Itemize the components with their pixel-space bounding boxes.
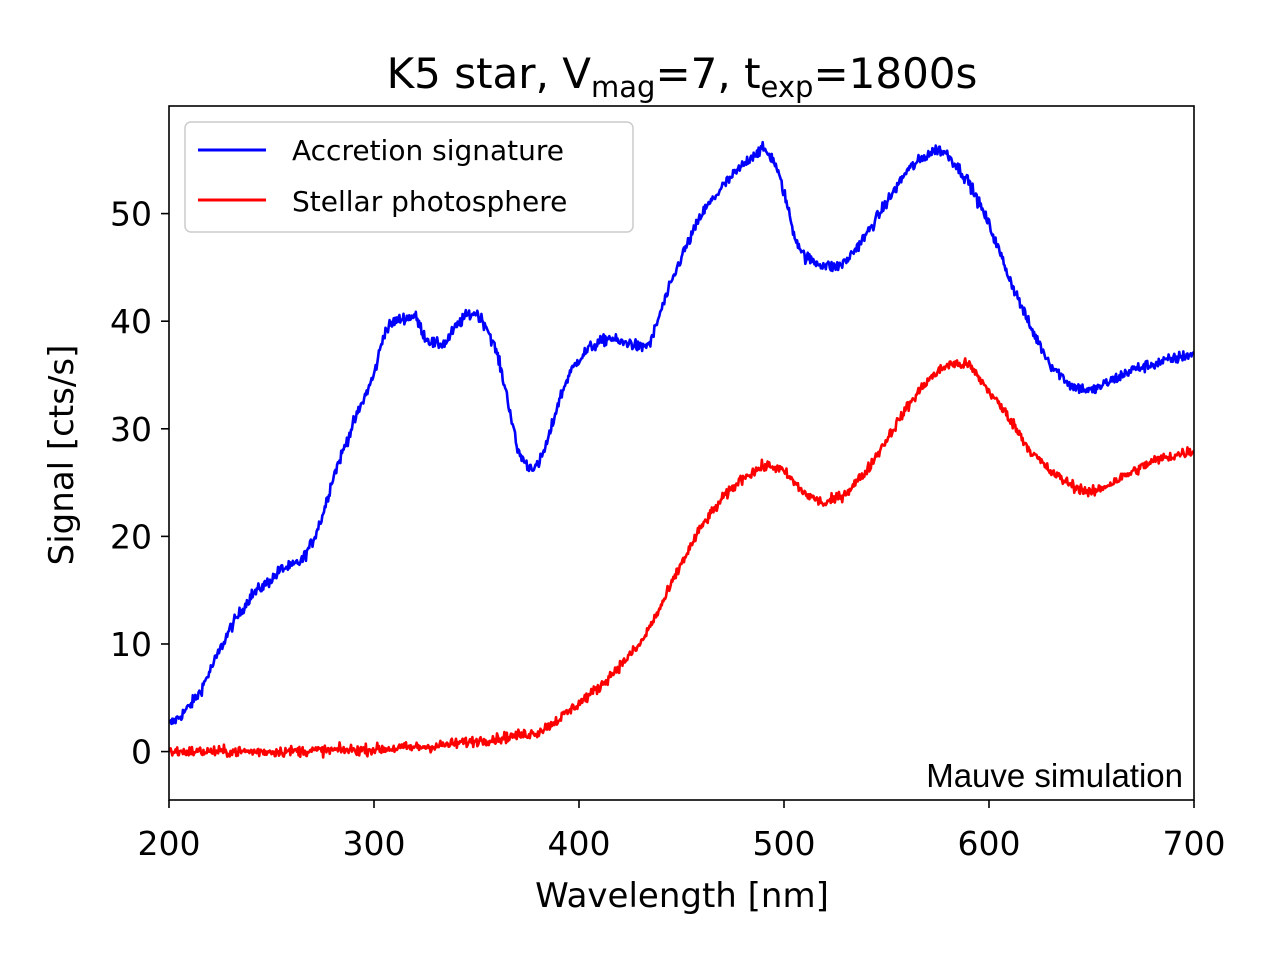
x-tick-label-700: 700 [1163,824,1226,863]
annotation-mauve-simulation: Mauve simulation [926,757,1183,794]
plot-lines [169,140,1194,759]
y-tick-label-50: 50 [110,195,152,234]
series-line-stellar-photosphere [169,357,1194,759]
x-tick-label-400: 400 [548,824,611,863]
series-line-accretion-signature [169,140,1194,726]
y-tick-label-20: 20 [110,517,152,556]
y-tick-label-30: 30 [110,410,152,449]
y-tick-label-40: 40 [110,302,152,341]
title-t-value: =1800s [813,49,977,98]
y-axis-label: Signal [cts/s] [42,345,82,566]
x-tick-label-600: 600 [958,824,1021,863]
title-t: t [744,49,760,98]
x-tick-label-300: 300 [343,824,406,863]
title-v: V [562,49,591,98]
x-tick-label-500: 500 [753,824,816,863]
title-v-subscript: mag [591,70,655,104]
axes-frame [168,105,1195,801]
title-star: K5 star, [387,49,563,98]
legend-box [184,121,634,233]
title-v-value: =7, [655,49,744,98]
chart-title: K5 star, Vmag=7, texp=1800s [387,49,978,104]
x-tick-label-200: 200 [138,824,201,863]
legend: Accretion signature Stellar photosphere [184,121,634,233]
axis-ticks: 200 300 400 500 600 700 0 10 20 30 40 50 [110,195,1226,863]
legend-label-photosphere: Stellar photosphere [292,185,567,218]
title-t-subscript: exp [761,70,814,104]
y-tick-label-10: 10 [110,625,152,664]
legend-label-accretion: Accretion signature [292,134,564,167]
x-axis-label: Wavelength [nm] [535,876,829,916]
y-tick-label-0: 0 [131,733,152,772]
